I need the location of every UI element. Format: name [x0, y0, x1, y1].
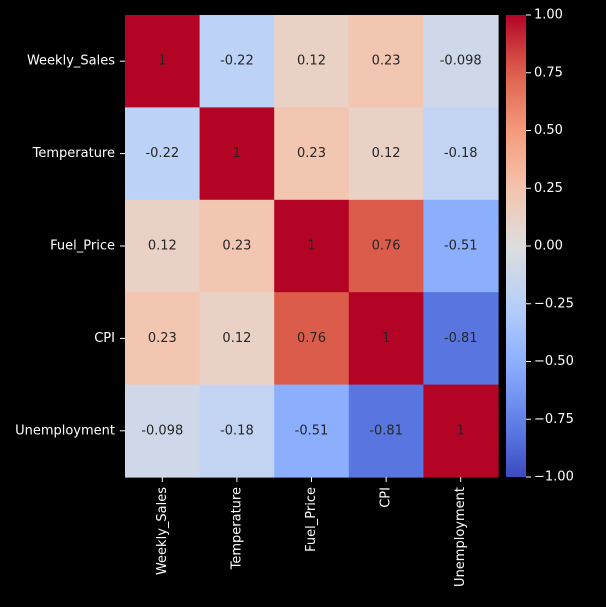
cell-annotation-3-1: 0.12 — [222, 331, 251, 346]
heatmap-cell-1-4 — [423, 107, 499, 201]
heatmap-cell-1-0 — [125, 107, 201, 201]
y-tick-label-2: Fuel_Price — [50, 239, 115, 254]
heatmap-cell-2-0 — [125, 199, 201, 293]
heatmap-cell-1-2 — [274, 107, 350, 201]
cell-annotation-4-2: -0.51 — [295, 423, 329, 438]
colorbar-gradient — [506, 15, 526, 477]
colorbar-tick-label-7: −0.75 — [534, 412, 574, 427]
heatmap-cell-0-2 — [274, 15, 350, 108]
heatmap-cell-3-1 — [199, 292, 275, 386]
x-tick-label-2: Fuel_Price — [304, 487, 319, 552]
cell-annotation-1-3: 0.12 — [372, 146, 401, 161]
y-tick-label-1: Temperature — [32, 146, 115, 161]
heatmap-cell-4-4 — [423, 384, 499, 478]
heatmap-cell-4-2 — [274, 384, 350, 478]
x-tick-label-3: CPI — [379, 487, 394, 508]
y-tick-label-4: Unemployment — [15, 423, 115, 438]
cell-annotation-3-4: -0.81 — [444, 331, 478, 346]
heatmap-annotations: 1 -0.22 0.12 0.23 -0.098 -0.22 1 0.23 0.12 -0.18 0… — [141, 54, 481, 439]
heatmap-cell-2-2 — [274, 199, 350, 293]
heatmap-cell-3-2 — [274, 292, 350, 386]
cell-annotation-1-2: 0.23 — [297, 146, 326, 161]
colorbar-tick-label-6: −0.50 — [534, 354, 574, 369]
y-tick-label-0: Weekly_Sales — [27, 54, 115, 69]
heatmap-cell-1-3 — [348, 107, 424, 201]
cell-annotation-0-2: 0.12 — [297, 54, 326, 69]
y-axis-tick-labels: Weekly_Sales Temperature Fuel_Price CPI Unem… — [15, 54, 125, 438]
x-tick-label-1: Temperature — [229, 487, 244, 570]
cell-annotation-3-0: 0.23 — [148, 331, 177, 346]
colorbar-tick-label-0: 1.00 — [534, 8, 563, 23]
cell-annotation-2-1: 0.23 — [222, 239, 251, 254]
heatmap-cell-0-4 — [423, 15, 499, 108]
cell-annotation-3-2: 0.76 — [297, 331, 326, 346]
heatmap-cells — [125, 15, 499, 478]
cell-annotation-2-4: -0.51 — [444, 239, 478, 254]
cell-annotation-4-3: -0.81 — [369, 423, 403, 438]
heatmap-cell-2-3 — [348, 199, 424, 293]
colorbar-tick-label-8: −1.00 — [534, 470, 574, 485]
cell-annotation-1-4: -0.18 — [444, 146, 478, 161]
colorbar-tick-label-4: 0.00 — [534, 239, 563, 254]
cell-annotation-3-3: 1 — [382, 331, 390, 346]
heatmap-cell-0-0 — [125, 15, 201, 108]
heatmap-cell-1-1 — [199, 107, 275, 201]
heatmap-cell-0-3 — [348, 15, 424, 108]
cell-annotation-0-0: 1 — [158, 54, 166, 69]
cell-annotation-4-4: 1 — [457, 423, 465, 438]
cell-annotation-1-1: 1 — [233, 146, 241, 161]
heatmap-cell-2-1 — [199, 199, 275, 293]
colorbar-tick-label-1: 0.75 — [534, 65, 563, 80]
x-axis-tick-labels: Weekly_Sales Temperature Fuel_Price CPI Unem… — [155, 477, 468, 587]
x-tick-label-0: Weekly_Sales — [155, 487, 170, 575]
cell-annotation-2-3: 0.76 — [372, 239, 401, 254]
cell-annotation-2-2: 1 — [307, 239, 315, 254]
cell-annotation-4-1: -0.18 — [220, 423, 254, 438]
colorbar-tick-label-5: −0.25 — [534, 296, 574, 311]
cell-annotation-0-4: -0.098 — [440, 54, 482, 69]
heatmap-cell-2-4 — [423, 199, 499, 293]
cell-annotation-0-3: 0.23 — [372, 54, 401, 69]
heatmap-cell-4-3 — [348, 384, 424, 478]
colorbar-tick-label-2: 0.50 — [534, 123, 563, 138]
x-tick-label-4: Unemployment — [453, 487, 468, 587]
cell-annotation-1-0: -0.22 — [145, 146, 179, 161]
heatmap-cell-4-1 — [199, 384, 275, 478]
colorbar-tick-label-3: 0.25 — [534, 181, 563, 196]
heatmap-cell-3-0 — [125, 292, 201, 386]
heatmap-cell-0-1 — [199, 15, 275, 108]
heatmap-cell-3-3 — [348, 292, 424, 386]
cell-annotation-0-1: -0.22 — [220, 54, 254, 69]
heatmap-cell-3-4 — [423, 292, 499, 386]
cell-annotation-4-0: -0.098 — [141, 423, 183, 438]
cell-annotation-2-0: 0.12 — [148, 239, 177, 254]
y-tick-label-3: CPI — [94, 331, 115, 346]
heatmap-cell-4-0 — [125, 384, 201, 478]
colorbar: 1.00 0.75 0.50 0.25 0.00 −0.25 −0.50 −0.75 −1.00 — [506, 8, 574, 485]
